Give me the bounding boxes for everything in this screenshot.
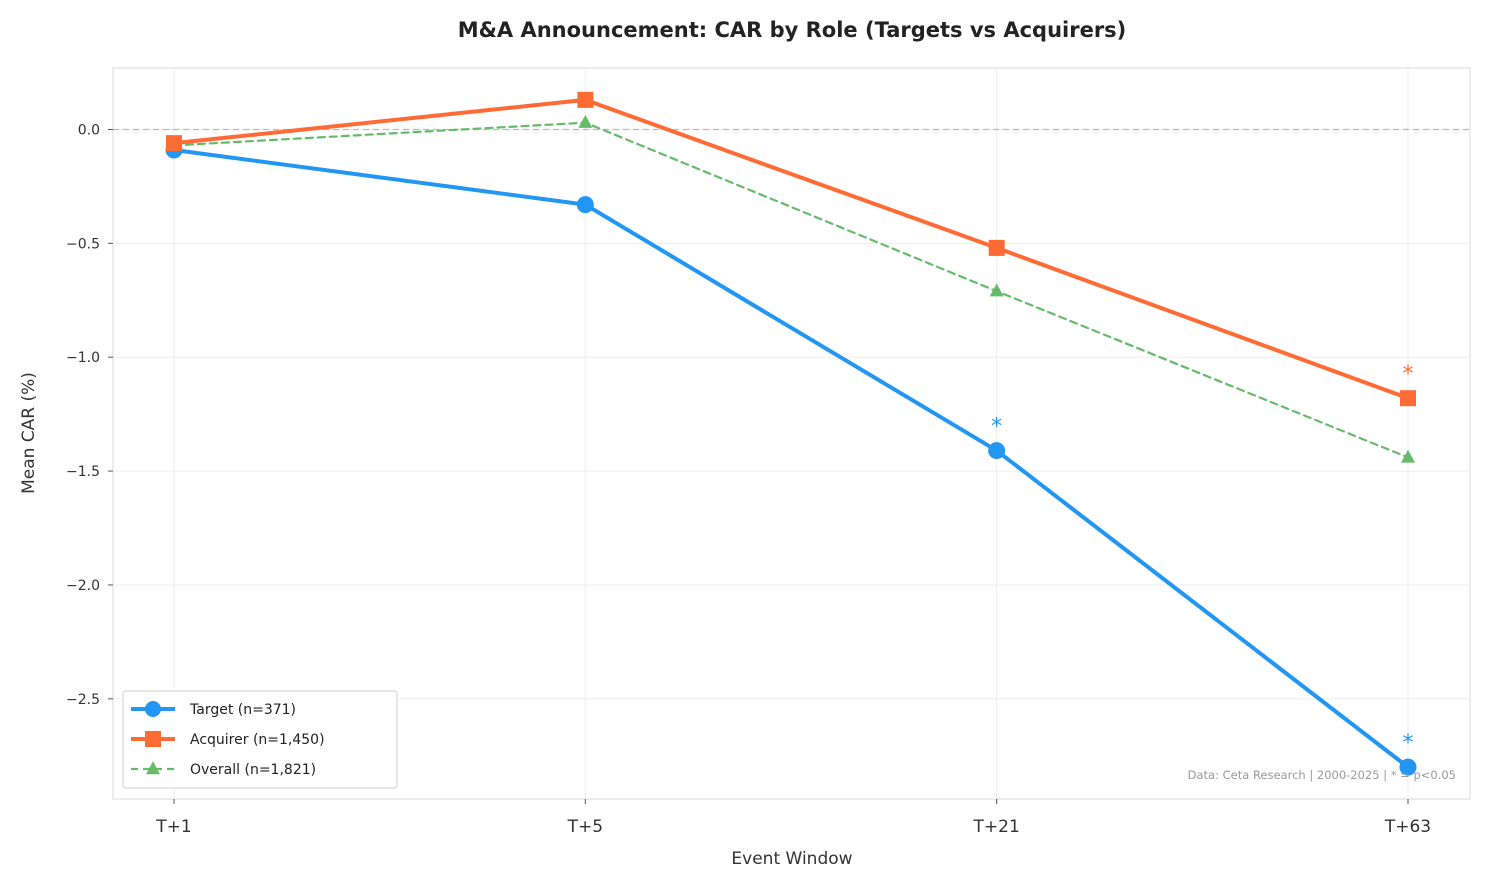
legend-item-square: Acquirer (n=1,450) <box>131 731 325 748</box>
x-tick-label-2: T+21 <box>973 817 1020 837</box>
data-point-circle-2 <box>988 442 1006 460</box>
source-footnote: Data: Ceta Research | 2000-2025 | * = p<… <box>1188 768 1456 782</box>
legend: Target (n=371) Acquirer (n=1,450) Overall … <box>122 690 398 789</box>
data-point-square-2 <box>988 239 1005 256</box>
y-tick-label-0: 0.0 <box>78 122 100 138</box>
series-line-square <box>172 97 1410 401</box>
legend-item-circle: Target (n=371) <box>131 701 296 718</box>
series-line-triangle <box>172 121 1410 459</box>
data-point-square-0 <box>166 135 182 152</box>
significance-star-circle-2: * <box>991 415 1002 440</box>
y-tick-label-1: −0.5 <box>66 236 100 252</box>
legend-marker-triangle <box>146 761 160 775</box>
data-point-circle-1 <box>576 196 594 214</box>
x-tick-label-3: T+63 <box>1384 817 1431 837</box>
legend-label-triangle: Overall (n=1,821) <box>190 762 316 778</box>
data-point-circle-3 <box>1399 758 1417 776</box>
significance-star-square-3: * <box>1403 362 1414 387</box>
y-tick-label-2: −1.0 <box>66 350 100 366</box>
data-point-square-3 <box>1400 390 1416 407</box>
legend-marker-square <box>145 731 161 747</box>
y-axis-label: Mean CAR (%) <box>19 372 39 494</box>
x-tick-label-0: T+1 <box>155 817 191 837</box>
x-axis-ticks: T+1 T+5 T+21 T+63 <box>155 799 1431 837</box>
y-tick-label-4: −2.0 <box>66 578 100 594</box>
x-axis-label: Event Window <box>731 849 852 869</box>
data-point-square-1 <box>577 91 594 108</box>
y-tick-label-3: −1.5 <box>66 464 100 480</box>
legend-item-triangle: Overall (n=1,821) <box>131 761 316 778</box>
y-axis-ticks: 0.0 −0.5 −1.0 −1.5 −2.0 −2.5 <box>66 122 113 708</box>
plot-background <box>112 67 1471 800</box>
chart-title: M&A Announcement: CAR by Role (Targets v… <box>458 18 1127 42</box>
significance-star-circle-3: * <box>1403 731 1414 756</box>
x-tick-label-1: T+5 <box>567 817 603 837</box>
series-line-circle <box>172 147 1410 770</box>
data-point-triangle-1 <box>578 114 593 128</box>
y-tick-label-5: −2.5 <box>66 692 100 708</box>
legend-box <box>122 690 398 789</box>
series-layer: * * * <box>165 91 1417 776</box>
data-point-triangle-3 <box>1401 449 1415 463</box>
legend-label-square: Acquirer (n=1,450) <box>190 732 325 748</box>
data-point-triangle-2 <box>989 283 1004 297</box>
legend-label-circle: Target (n=371) <box>189 702 296 718</box>
series-square: * <box>166 91 1416 407</box>
legend-marker-circle <box>145 701 161 717</box>
